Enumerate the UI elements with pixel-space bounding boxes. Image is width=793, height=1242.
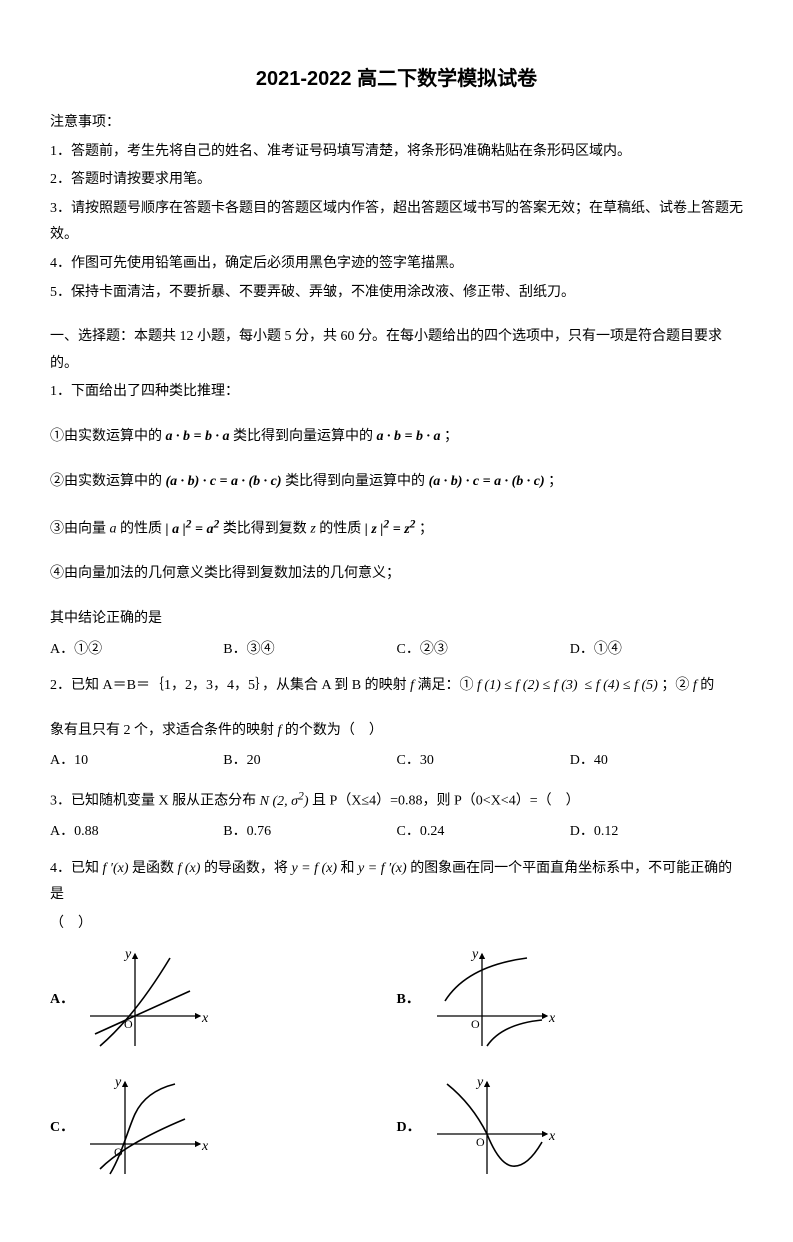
svg-text:x: x [201,1139,209,1154]
q4-yeqfpx: y = f ′(x) [358,861,407,876]
q1-s2c: ； [548,474,562,489]
q4-graph-a-cell: A． x y O [50,946,397,1056]
q2-l1d: 的 [700,678,714,693]
q1-statement-2: ②由实数运算中的 (a · b) · c = a · (b · c) 类比得到向… [50,469,743,496]
notice-3: 3．请按照题号顺序在答题卡各题目的答题区域内作答，超出答题区域书写的答案无效；在… [50,196,743,249]
q4-line2: （ ） [50,911,743,938]
q2-l2a: 象有且只有 2 个，求适合条件的映射 [50,723,278,738]
q1-s2a: ②由实数运算中的 [50,474,166,489]
q4-l1b: 是函数 [132,861,178,876]
q2-ineq: f (1) ≤ f (2) ≤ f (3) ≤ f (4) ≤ f (5) [477,678,658,693]
q3-opt-a: A．0.88 [50,819,223,846]
q1-statement-3: ③由向量 a 的性质 | a |2 = a2 类比得到复数 z 的性质 | z … [50,513,743,543]
svg-text:x: x [548,1129,556,1144]
q1-s3e: ； [419,522,433,537]
q3-normal: N (2, σ2) [260,794,309,809]
q1-statement-1: ①由实数运算中的 a · b = b · a 类比得到向量运算中的 a · b … [50,424,743,451]
q4-label-d: D． [397,1115,421,1142]
q1-s1b: 类比得到向量运算中的 [233,429,377,444]
q1-s3b: 的性质 [120,522,166,537]
q3-opt-d: D．0.12 [570,819,743,846]
svg-text:O: O [471,1017,480,1031]
notice-5: 5．保持卡面清洁，不要折暴、不要弄破、弄皱，不准使用涂改液、修正带、刮纸刀。 [50,280,743,307]
q4-fx1: f (x) [178,861,201,876]
q2-f3: f [278,723,282,738]
notice-2: 2．答题时请按要求用笔。 [50,167,743,194]
svg-text:x: x [548,1011,556,1026]
q1-options: A．①② B．③④ C．②③ D．①④ [50,637,743,664]
svg-text:x: x [201,1011,209,1026]
q1-s3c: 类比得到复数 [223,522,311,537]
q4-graph-a: x y O [80,946,210,1056]
q2-l1b: 满足：① [418,678,478,693]
q4-label-b: B． [397,987,421,1014]
q3-l1b: 且 P（X≤4）=0.88，则 P（0<X<4）=（ ） [312,794,580,809]
q3-opt-b: B．0.76 [223,819,396,846]
svg-text:y: y [123,947,132,962]
section-1-heading: 一、选择题：本题共 12 小题，每小题 5 分，共 60 分。在每小题给出的四个… [50,324,743,377]
q4-graph-c-cell: C． x y O [50,1074,397,1184]
q2-opt-b: B．20 [223,748,396,775]
q4-graph-d-cell: D． x y O [397,1074,744,1184]
svg-text:y: y [470,947,479,962]
q1-opt-a: A．①② [50,637,223,664]
q1-expr1: a · b = b · a [166,429,230,444]
q3-options: A．0.88 B．0.76 C．0.24 D．0.12 [50,819,743,846]
q2-l1a: 2．已知 A＝B＝｛1，2，3，4，5｝，从集合 A 到 B 的映射 [50,678,410,693]
q4-label-c: C． [50,1115,74,1142]
svg-text:y: y [475,1075,484,1090]
q1-opt-d: D．①④ [570,637,743,664]
q3-l1a: 3．已知随机变量 X 服从正态分布 [50,794,260,809]
q2-opt-c: C．30 [397,748,570,775]
q1-conclusion: 其中结论正确的是 [50,606,743,633]
q4-graph-b-cell: B． x y O [397,946,744,1056]
q1-expr3z: | z |2 = z2 [365,522,416,537]
q4-graph-d: x y O [427,1074,557,1184]
page-title: 2021-2022 高二下数学模拟试卷 [50,60,743,98]
notice-heading: 注意事项： [50,110,743,137]
q1-expr3: | a |2 = a2 [166,522,220,537]
q1-vec-a: a [110,522,117,537]
q1-s3d: 的性质 [319,522,365,537]
q3-opt-c: C．0.24 [397,819,570,846]
q2-opt-d: D．40 [570,748,743,775]
q1-z: z [310,522,315,537]
q2-options: A．10 B．20 C．30 D．40 [50,748,743,775]
q1-expr2: (a · b) · c = a · (b · c) [166,474,282,489]
svg-text:O: O [476,1135,485,1149]
q4-label-a: A． [50,987,74,1014]
q2-f1: f [410,678,414,693]
q4-graph-row-1: A． x y O B． x [50,946,743,1056]
q4-l1a: 4．已知 [50,861,103,876]
q1-stem: 1．下面给出了四种类比推理： [50,379,743,406]
q1-expr2v: (a · b) · c = a · (b · c) [429,474,545,489]
q1-opt-c: C．②③ [397,637,570,664]
q4-fprime1: f ′(x) [103,861,129,876]
q4-yeqfx: y = f (x) [291,861,337,876]
q1-s1a: ①由实数运算中的 [50,429,166,444]
q2-line1: 2．已知 A＝B＝｛1，2，3，4，5｝，从集合 A 到 B 的映射 f 满足：… [50,673,743,700]
q1-opt-b: B．③④ [223,637,396,664]
q4-l1c: 的导函数，将 [204,861,292,876]
q4-line1: 4．已知 f ′(x) 是函数 f (x) 的导函数，将 y = f (x) 和… [50,856,743,909]
svg-text:y: y [113,1075,122,1090]
q4-graph-b: x y O [427,946,557,1056]
notice-4: 4．作图可先使用铅笔画出，确定后必须用黑色字迹的签字笔描黑。 [50,251,743,278]
q1-s2b: 类比得到向量运算中的 [285,474,429,489]
q2-opt-a: A．10 [50,748,223,775]
q4-graph-c: x y O [80,1074,210,1184]
q4-l1d: 和 [341,861,359,876]
notice-1: 1．答题前，考生先将自己的姓名、准考证号码填写清楚，将条形码准确粘贴在条形码区域… [50,139,743,166]
q3-line1: 3．已知随机变量 X 服从正态分布 N (2, σ2) 且 P（X≤4）=0.8… [50,785,743,815]
q2-f2: f [693,678,697,693]
q1-s3a: ③由向量 [50,522,110,537]
q2-line2: 象有且只有 2 个，求适合条件的映射 f 的个数为（ ） [50,718,743,745]
q2-l1c: ；② [661,678,693,693]
q1-statement-4: ④由向量加法的几何意义类比得到复数加法的几何意义； [50,561,743,588]
q2-l2b: 的个数为（ ） [285,723,383,738]
q4-graph-row-2: C． x y O D． x [50,1074,743,1184]
q1-expr1v: a · b = b · a [376,429,440,444]
q1-s1c: ； [444,429,458,444]
